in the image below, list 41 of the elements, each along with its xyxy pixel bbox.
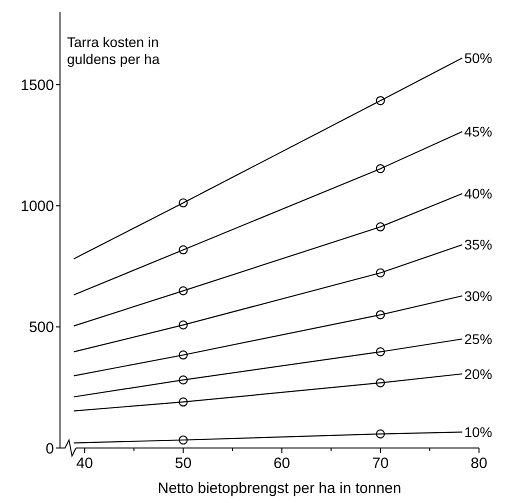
point	[178, 397, 188, 407]
x-tick-label: 60	[273, 455, 290, 472]
point	[178, 198, 188, 208]
series-label: 20%	[464, 366, 492, 382]
line-series	[73, 193, 463, 326]
series-label: 10%	[464, 424, 492, 440]
series-label: 40%	[464, 186, 492, 202]
point	[376, 222, 385, 232]
series-label: 45%	[464, 124, 492, 140]
y-tick-label: 0	[46, 440, 54, 458]
point	[178, 320, 188, 330]
x-tick-label: 80	[470, 455, 488, 472]
y-tick-label: 1000	[20, 198, 54, 216]
y-axis-title: Tarra kosten in guldens per ha	[67, 34, 160, 67]
line-series	[73, 244, 463, 352]
y-tick-label: 500	[28, 319, 54, 336]
point	[376, 268, 385, 278]
line-series	[73, 373, 463, 412]
point	[178, 350, 188, 360]
series-label: 50%	[464, 50, 492, 66]
y-tick-label: 1500	[20, 76, 54, 94]
line-series	[73, 295, 463, 376]
point	[376, 378, 385, 388]
x-axis-title: Netto bietopbrengst per ha in tonnen	[158, 480, 402, 497]
point	[376, 96, 385, 106]
point	[178, 286, 188, 296]
point	[178, 435, 188, 445]
x-tick-label: 70	[372, 455, 389, 472]
x-tick-label: 40	[76, 455, 93, 472]
point	[376, 347, 385, 356]
series-label: 30%	[464, 288, 492, 304]
series-label: 25%	[464, 330, 492, 347]
x-tick-label: 50	[174, 455, 192, 472]
point	[178, 375, 188, 384]
point	[376, 429, 385, 438]
point	[178, 245, 188, 254]
line-series	[73, 131, 463, 296]
line-series	[73, 338, 463, 398]
point	[376, 310, 385, 320]
point	[376, 164, 385, 174]
series-label: 35%	[464, 236, 492, 253]
